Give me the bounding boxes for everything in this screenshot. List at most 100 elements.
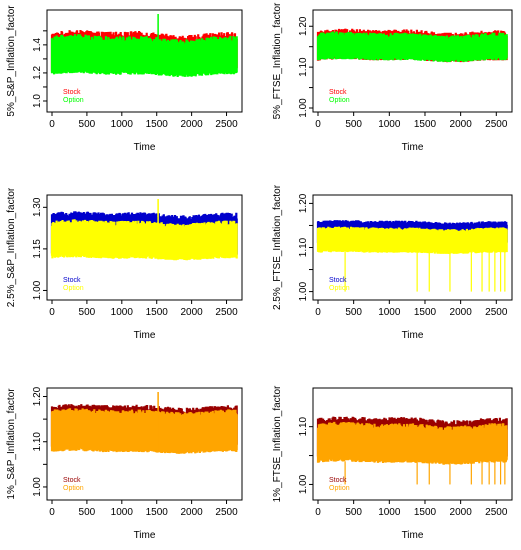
plot-area bbox=[316, 220, 508, 292]
x-tick-label: 500 bbox=[345, 307, 362, 318]
y-tick-label: 1.20 bbox=[298, 193, 309, 213]
x-tick-label: 0 bbox=[49, 307, 55, 318]
x-tick-label: 2500 bbox=[215, 507, 238, 518]
y-axis-label: 1%_FTSE_Inflation_factor bbox=[272, 385, 283, 502]
plot-frame bbox=[312, 9, 513, 113]
x-tick-label: 2500 bbox=[485, 507, 508, 518]
x-tick-label: 2500 bbox=[215, 119, 238, 130]
x-tick-label: 500 bbox=[79, 507, 96, 518]
legend-entry-option: Option bbox=[329, 285, 350, 292]
legend-entry-option: Option bbox=[63, 285, 84, 292]
x-tick-label: 1500 bbox=[146, 119, 169, 130]
x-tick-label: 2500 bbox=[485, 119, 508, 130]
x-tick-label: 0 bbox=[49, 119, 55, 130]
legend-entry-stock: Stock bbox=[329, 477, 347, 484]
chart-panel-2: 0 500 1000 1500 2000 2500 1.00 1.10 1.20 Time 5%_F… bbox=[272, 2, 513, 153]
series-band-option bbox=[316, 421, 508, 465]
y-tick-label: 1.10 bbox=[298, 416, 309, 436]
y-tick-label: 1.15 bbox=[32, 239, 43, 259]
plot-frame bbox=[46, 194, 243, 301]
chart-panel-5: 0 500 1000 1500 2000 2500 1.00 1.10 1.20 Time 1%_S… bbox=[6, 386, 243, 541]
legend-entry-option: Option bbox=[63, 97, 84, 104]
y-tick-label: 1.30 bbox=[32, 197, 43, 217]
x-tick-label: 2500 bbox=[485, 307, 508, 318]
y-tick-label: 1.20 bbox=[32, 386, 43, 406]
x-tick-label: 1000 bbox=[111, 119, 134, 130]
x-tick-label: 0 bbox=[315, 119, 321, 130]
y-tick-label: 1.4 bbox=[32, 37, 43, 51]
plot-area bbox=[316, 28, 508, 63]
plot-frame bbox=[46, 9, 243, 113]
x-tick-label: 2000 bbox=[180, 507, 203, 518]
x-tick-label: 1000 bbox=[378, 119, 401, 130]
y-tick-label: 1.00 bbox=[298, 98, 309, 118]
legend-entry-stock: Stock bbox=[63, 277, 81, 284]
plot-area bbox=[50, 14, 238, 77]
y-tick-label: 1.10 bbox=[298, 237, 309, 257]
x-tick-label: 1000 bbox=[378, 307, 401, 318]
x-tick-label: 0 bbox=[315, 307, 321, 318]
y-axis-label: 5%_S&P_Inflation_factor bbox=[6, 5, 17, 117]
y-axis-label: 2.5%_FTSE_Inflation_factor bbox=[272, 184, 283, 310]
y-tick-label: 1.00 bbox=[32, 280, 43, 300]
y-tick-label: 1.2 bbox=[32, 66, 43, 80]
x-axis-label: Time bbox=[134, 142, 156, 153]
y-tick-label: 1.00 bbox=[298, 281, 309, 301]
x-axis-label: Time bbox=[402, 530, 424, 541]
x-tick-label: 2000 bbox=[450, 119, 473, 130]
plot-area bbox=[316, 416, 508, 485]
x-axis-label: Time bbox=[134, 330, 156, 341]
x-tick-label: 500 bbox=[79, 307, 96, 318]
chart-panel-4: 0 500 1000 1500 2000 2500 1.00 1.10 1.20 Time 2.5%… bbox=[272, 184, 513, 341]
x-tick-label: 1000 bbox=[378, 507, 401, 518]
series-band-option bbox=[50, 34, 238, 77]
series-band-option bbox=[316, 31, 508, 63]
y-axis-label: 2.5%_S&P_Inflation_factor bbox=[6, 187, 17, 307]
plot-area bbox=[50, 392, 238, 454]
legend-entry-stock: Stock bbox=[63, 477, 81, 484]
chart-panel-1: 0 500 1000 1500 2000 2500 1.0 1.2 1.4 Time 5%_S&P_… bbox=[6, 5, 243, 153]
x-tick-label: 1500 bbox=[146, 307, 169, 318]
y-axis-label: 1%_S&P_Inflation_factor bbox=[6, 388, 17, 500]
y-tick-label: 1.10 bbox=[298, 57, 309, 77]
x-tick-label: 1500 bbox=[414, 307, 437, 318]
chart-panel-6: 0 500 1000 1500 2000 2500 1.00 1.10 Time 1%_FTSE_… bbox=[272, 385, 513, 541]
x-tick-label: 2500 bbox=[215, 307, 238, 318]
y-axis-label: 5%_FTSE_Inflation_factor bbox=[272, 2, 283, 119]
x-tick-label: 500 bbox=[345, 507, 362, 518]
y-tick-label: 1.20 bbox=[298, 16, 309, 36]
x-tick-label: 1000 bbox=[111, 507, 134, 518]
x-tick-label: 1000 bbox=[111, 307, 134, 318]
x-tick-label: 1500 bbox=[414, 119, 437, 130]
y-tick-label: 1.0 bbox=[32, 94, 43, 108]
series-band-option bbox=[50, 408, 238, 454]
legend-entry-stock: Stock bbox=[63, 89, 81, 96]
x-tick-label: 2000 bbox=[450, 307, 473, 318]
y-tick-label: 1.10 bbox=[32, 432, 43, 452]
plot-frame bbox=[312, 387, 513, 501]
chart-panel-3: 0 500 1000 1500 2000 2500 1.00 1.15 1.30 Time 2.5%… bbox=[6, 187, 243, 341]
x-tick-label: 2000 bbox=[180, 119, 203, 130]
plot-area bbox=[50, 199, 238, 261]
x-axis-label: Time bbox=[402, 142, 424, 153]
legend-entry-option: Option bbox=[63, 485, 84, 492]
x-axis-label: Time bbox=[402, 330, 424, 341]
x-tick-label: 2000 bbox=[450, 507, 473, 518]
y-tick-label: 1.00 bbox=[298, 474, 309, 494]
x-tick-label: 0 bbox=[49, 507, 55, 518]
series-band-option bbox=[50, 219, 238, 261]
legend-entry-stock: Stock bbox=[329, 277, 347, 284]
x-tick-label: 1500 bbox=[414, 507, 437, 518]
y-tick-label: 1.00 bbox=[32, 477, 43, 497]
x-tick-label: 0 bbox=[315, 507, 321, 518]
x-tick-label: 500 bbox=[79, 119, 96, 130]
legend-entry-stock: Stock bbox=[329, 89, 347, 96]
plot-frame bbox=[46, 387, 243, 501]
x-tick-label: 2000 bbox=[180, 307, 203, 318]
x-tick-label: 1500 bbox=[146, 507, 169, 518]
x-axis-label: Time bbox=[134, 530, 156, 541]
legend-entry-option: Option bbox=[329, 97, 350, 104]
x-tick-label: 500 bbox=[345, 119, 362, 130]
legend-entry-option: Option bbox=[329, 485, 350, 492]
